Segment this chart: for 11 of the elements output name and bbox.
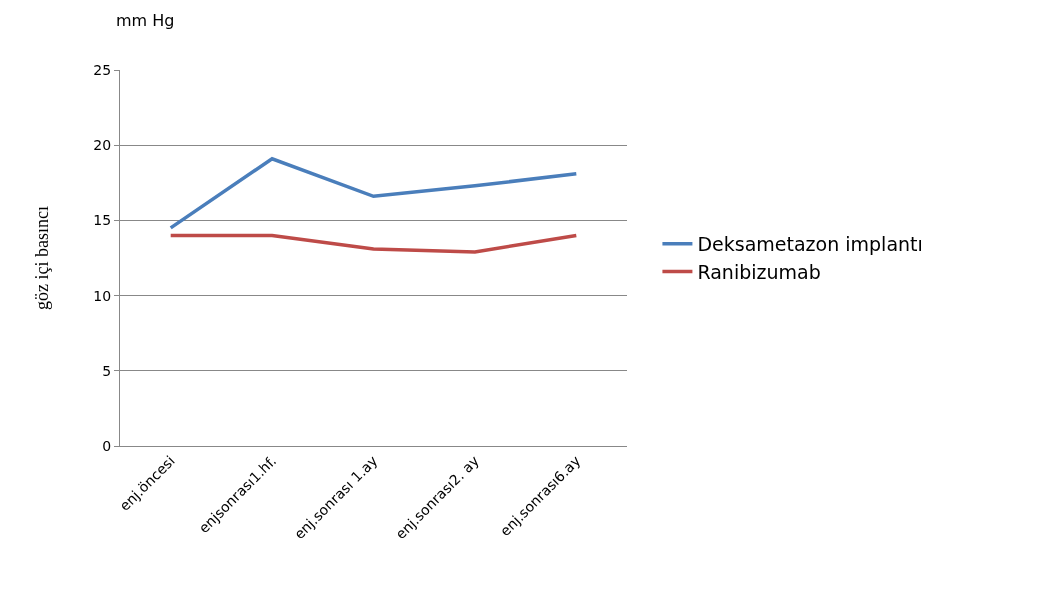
y-tick-label: 5 [102, 362, 112, 379]
legend-label: Ranibizumab [697, 260, 821, 283]
text: mm Hg [116, 11, 175, 30]
y-tick-label: 15 [93, 212, 112, 229]
line-series [168, 156, 579, 230]
legend-label: Deksametazon implantı [697, 233, 923, 256]
y-axis-title: göz içi basıncı [31, 206, 52, 310]
y-tick-label: 0 [102, 437, 112, 454]
y-tick-label: 20 [93, 137, 112, 154]
y-tick-label: 25 [93, 61, 112, 78]
y-tick-label: 10 [93, 287, 112, 304]
